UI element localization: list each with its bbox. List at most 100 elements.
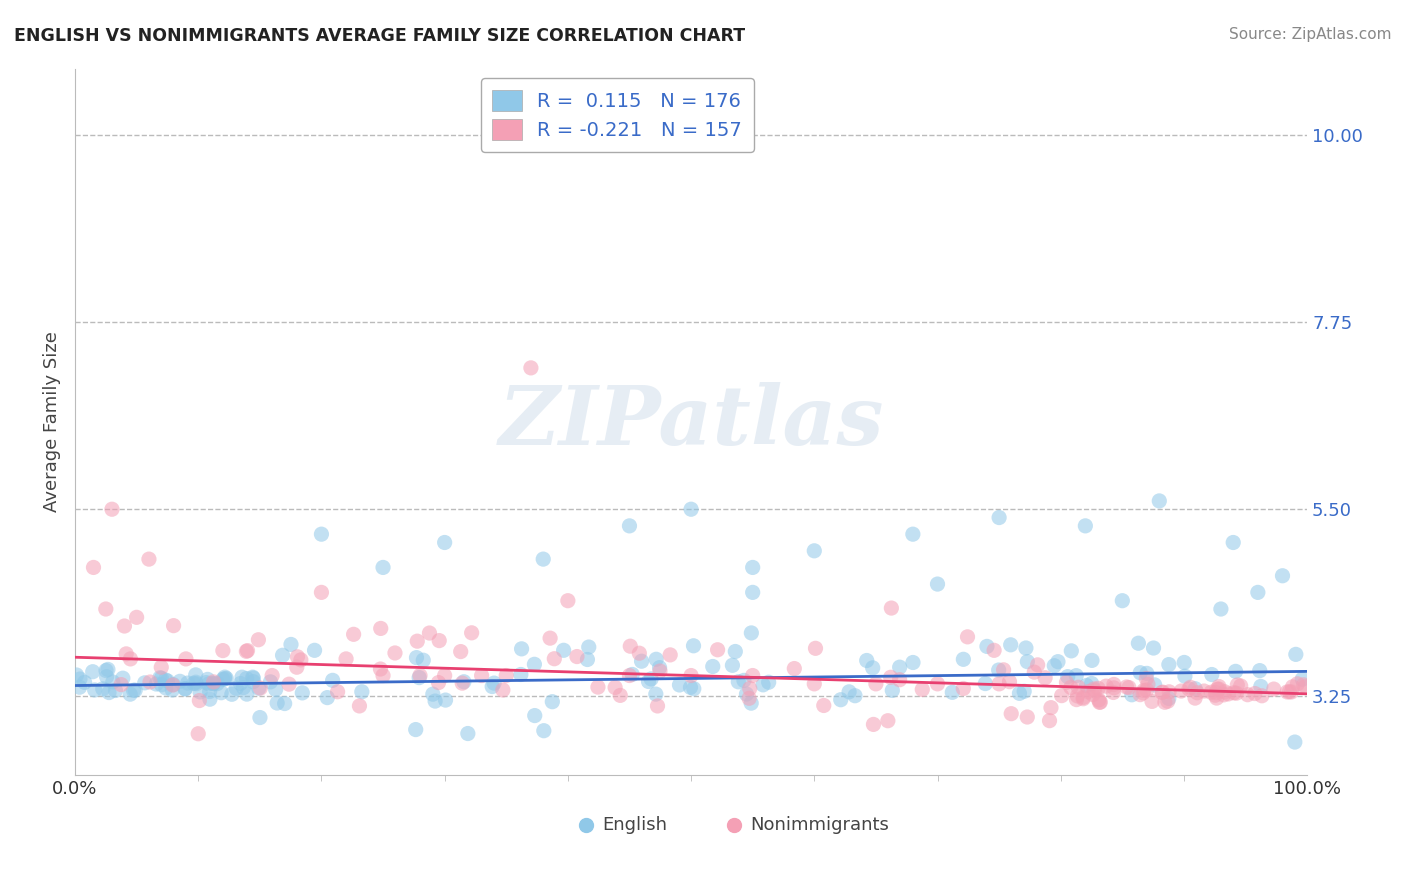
Point <box>278 677 301 691</box>
Point <box>998 674 1021 689</box>
Point <box>1024 665 1046 680</box>
Point <box>1250 680 1272 694</box>
Point <box>150 678 173 692</box>
Point <box>1281 680 1303 694</box>
Point <box>69 680 91 694</box>
Point <box>174 681 197 696</box>
Point <box>1208 680 1230 694</box>
Point <box>322 673 344 688</box>
Point <box>1180 681 1202 695</box>
Point <box>956 630 979 644</box>
Point <box>122 683 145 698</box>
Point <box>1251 689 1274 703</box>
Point <box>212 673 235 687</box>
Point <box>706 642 728 657</box>
Point <box>1285 648 1308 662</box>
Point <box>155 681 177 695</box>
Y-axis label: Average Family Size: Average Family Size <box>44 332 60 512</box>
Point <box>202 676 225 690</box>
Point <box>1038 714 1060 728</box>
Point <box>988 510 1011 524</box>
Point <box>202 674 225 689</box>
Point <box>752 678 775 692</box>
Point <box>1157 694 1180 708</box>
Point <box>188 685 211 699</box>
Point <box>451 676 474 690</box>
Point <box>1012 684 1035 698</box>
Point <box>162 683 184 698</box>
Point <box>242 674 264 689</box>
Point <box>197 673 219 687</box>
Point <box>162 678 184 692</box>
Point <box>509 667 531 681</box>
Point <box>1275 685 1298 699</box>
Point <box>214 672 236 686</box>
Point <box>927 677 949 691</box>
Point <box>370 662 392 676</box>
Point <box>174 681 197 696</box>
Point <box>1015 640 1038 655</box>
Point <box>783 662 806 676</box>
Point <box>1225 686 1247 700</box>
Point <box>740 626 762 640</box>
Point <box>1159 685 1181 699</box>
Point <box>681 668 703 682</box>
Point <box>188 693 211 707</box>
Point <box>115 647 138 661</box>
Point <box>91 681 114 696</box>
Point <box>195 675 218 690</box>
Point <box>215 672 238 686</box>
Point <box>1121 688 1143 702</box>
Point <box>214 670 236 684</box>
Point <box>205 676 228 690</box>
Point <box>1050 689 1073 703</box>
Point <box>83 683 105 698</box>
Point <box>557 593 579 607</box>
Point <box>371 560 394 574</box>
Point <box>941 685 963 699</box>
Point <box>738 691 761 706</box>
Point <box>1249 664 1271 678</box>
Point <box>803 543 825 558</box>
Point <box>1213 685 1236 699</box>
Point <box>197 677 219 691</box>
Point <box>187 727 209 741</box>
Point <box>1118 681 1140 695</box>
Point <box>1088 695 1111 709</box>
Point <box>1071 691 1094 706</box>
Point <box>1149 494 1171 508</box>
Point <box>1133 683 1156 698</box>
Point <box>1080 676 1102 690</box>
Point <box>603 681 626 695</box>
Point <box>405 723 427 737</box>
Point <box>262 668 284 682</box>
Point <box>1074 519 1097 533</box>
Point <box>231 670 253 684</box>
Point <box>198 684 221 698</box>
Point <box>335 652 357 666</box>
Point <box>139 675 162 690</box>
Point <box>134 676 156 690</box>
Point <box>1212 688 1234 702</box>
Point <box>1205 691 1227 706</box>
Point <box>97 662 120 676</box>
Point <box>865 677 887 691</box>
Text: English: English <box>602 816 668 834</box>
Point <box>1154 695 1177 709</box>
Point <box>460 625 482 640</box>
Point <box>804 641 827 656</box>
Point <box>1157 691 1180 706</box>
Point <box>609 689 631 703</box>
Point <box>648 664 671 678</box>
Point <box>162 618 184 632</box>
Point <box>1073 690 1095 705</box>
Point <box>679 681 702 695</box>
Point <box>186 676 208 690</box>
Point <box>640 672 662 686</box>
Point <box>993 663 1015 677</box>
Point <box>1136 677 1159 691</box>
Point <box>82 665 104 679</box>
Point <box>1095 679 1118 693</box>
Point <box>576 652 599 666</box>
Point <box>1278 685 1301 699</box>
